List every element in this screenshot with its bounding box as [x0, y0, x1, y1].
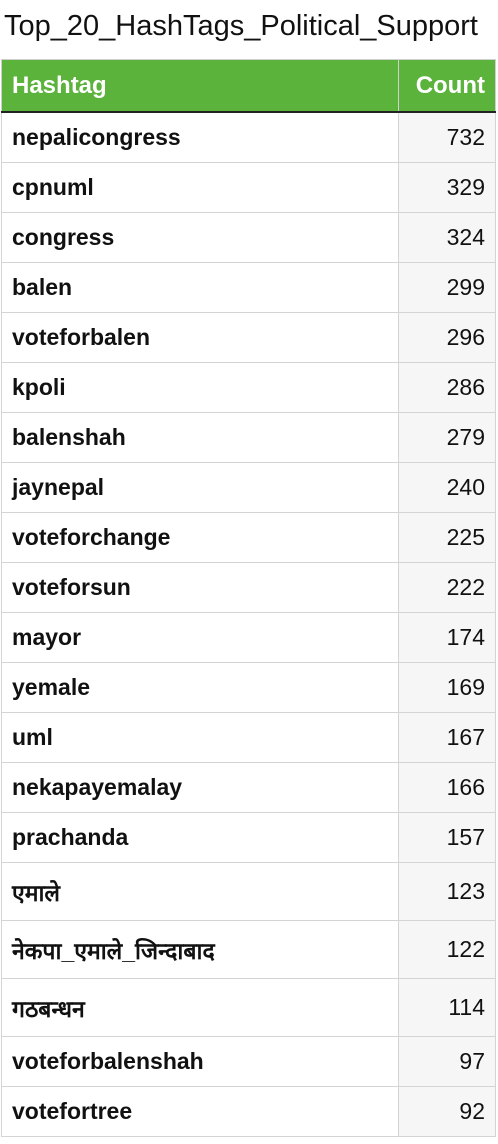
table-row: गठबन्धन 114 — [1, 978, 496, 1037]
count-cell: 329 — [398, 162, 496, 213]
count-cell: 92 — [398, 1086, 496, 1137]
hashtag-cell: गठबन्धन — [1, 978, 399, 1037]
table-body: nepalicongress 732 cpnuml 329 congress 324 bal… — [1, 111, 496, 1137]
table-row: cpnuml 329 — [1, 162, 496, 213]
table-row: votefortree 92 — [1, 1086, 496, 1137]
hashtag-cell: congress — [1, 212, 399, 263]
count-cell: 225 — [398, 512, 496, 563]
count-cell: 286 — [398, 362, 496, 413]
table-row: nepalicongress 732 — [1, 111, 496, 163]
hashtag-cell: nekapayemalay — [1, 762, 399, 813]
table-row: yemale 169 — [1, 662, 496, 713]
count-cell: 123 — [398, 862, 496, 921]
table-header-row: Hashtag Count — [1, 59, 496, 113]
hashtag-cell: uml — [1, 712, 399, 763]
count-cell: 169 — [398, 662, 496, 713]
hashtag-cell: kpoli — [1, 362, 399, 413]
hashtag-cell: cpnuml — [1, 162, 399, 213]
count-cell: 299 — [398, 262, 496, 313]
count-cell: 296 — [398, 312, 496, 363]
page-title: Top_20_HashTags_Political_Support — [4, 10, 478, 42]
table-row: balenshah 279 — [1, 412, 496, 463]
hashtag-cell: voteforbalenshah — [1, 1036, 399, 1087]
count-cell: 157 — [398, 812, 496, 863]
table-row: jaynepal 240 — [1, 462, 496, 513]
table-row: voteforbalen 296 — [1, 312, 496, 363]
count-cell: 167 — [398, 712, 496, 763]
count-cell: 97 — [398, 1036, 496, 1087]
hashtag-cell: balen — [1, 262, 399, 313]
hashtag-cell: mayor — [1, 612, 399, 663]
table-row: balen 299 — [1, 262, 496, 313]
hashtag-cell: voteforchange — [1, 512, 399, 563]
table-row: nekapayemalay 166 — [1, 762, 496, 813]
count-cell: 279 — [398, 412, 496, 463]
column-header-hashtag[interactable]: Hashtag — [1, 59, 399, 113]
hashtag-cell: voteforsun — [1, 562, 399, 613]
table-row: mayor 174 — [1, 612, 496, 663]
hashtag-cell: prachanda — [1, 812, 399, 863]
table-row: uml 167 — [1, 712, 496, 763]
count-cell: 324 — [398, 212, 496, 263]
hashtag-cell: voteforbalen — [1, 312, 399, 363]
table-row: नेकपा_एमाले_जिन्दाबाद 122 — [1, 920, 496, 979]
hashtag-cell: nepalicongress — [1, 111, 399, 163]
count-cell: 122 — [398, 920, 496, 979]
count-cell: 240 — [398, 462, 496, 513]
count-cell: 174 — [398, 612, 496, 663]
count-cell: 732 — [398, 111, 496, 163]
table-row: voteforsun 222 — [1, 562, 496, 613]
hashtag-cell: jaynepal — [1, 462, 399, 513]
column-header-count[interactable]: Count — [398, 59, 496, 113]
table-row: एमाले 123 — [1, 862, 496, 921]
table-row: congress 324 — [1, 212, 496, 263]
hashtag-cell: balenshah — [1, 412, 399, 463]
table-row: prachanda 157 — [1, 812, 496, 863]
count-cell: 166 — [398, 762, 496, 813]
count-cell: 114 — [398, 978, 496, 1037]
table-row: voteforbalenshah 97 — [1, 1036, 496, 1087]
count-cell: 222 — [398, 562, 496, 613]
table-row: voteforchange 225 — [1, 512, 496, 563]
hashtag-cell: yemale — [1, 662, 399, 713]
hashtag-table: Hashtag Count nepalicongress 732 cpnuml 329… — [1, 59, 496, 1137]
hashtag-cell: votefortree — [1, 1086, 399, 1137]
hashtag-cell: नेकपा_एमाले_जिन्दाबाद — [1, 920, 399, 979]
table-row: kpoli 286 — [1, 362, 496, 413]
hashtag-cell: एमाले — [1, 862, 399, 921]
